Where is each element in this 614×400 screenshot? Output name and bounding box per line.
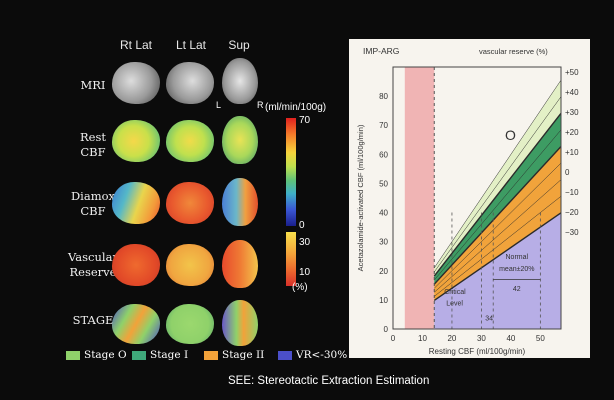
y-tick-label: 0 <box>384 325 389 334</box>
stage-left-lateral-brain <box>166 304 214 344</box>
reserve-tick-label: 0 <box>565 168 570 177</box>
colorbar-reserve <box>286 232 296 286</box>
row-label-stage: STAGE <box>72 313 114 327</box>
reserve-tick-label: +20 <box>565 128 579 137</box>
vascular-reserve-left-lateral-brain <box>166 244 214 286</box>
rest-cbf-left-lateral-brain <box>166 120 214 162</box>
diamox-cbf-left-lateral-brain <box>166 182 214 224</box>
reserve-line <box>434 196 562 297</box>
reserve-line <box>434 179 562 293</box>
reserve-tick-label: +50 <box>565 68 579 77</box>
region-o <box>434 80 561 277</box>
x-tick-label: 0 <box>391 334 396 343</box>
y-tick-label: 50 <box>379 179 388 188</box>
y-axis-label: Acetazolamide-activated CBF (ml/100g/min… <box>356 124 365 271</box>
reserve-tick-label: +40 <box>565 88 579 97</box>
row-label-diamox-cbf: Diamox CBF <box>70 189 116 218</box>
legend-stage-2: Stage II <box>204 349 264 361</box>
y-tick-label: 20 <box>379 267 388 276</box>
stage-superior-brain <box>222 300 258 346</box>
row-label-vascular-reserve: Vascular Reserve <box>68 250 118 279</box>
mri-left-lateral-brain <box>166 62 214 104</box>
mri-superior-brain <box>222 58 258 104</box>
legend-stage-0: Stage O <box>66 349 127 361</box>
row-label-rest-cbf: Rest CBF <box>80 130 106 159</box>
mark-34-label: 34 <box>485 315 493 322</box>
y-tick-label: 30 <box>379 238 388 247</box>
colorbar-reserve-unit: (%) <box>292 282 308 293</box>
orientation-right-label: R <box>257 100 264 110</box>
vascular-reserve-chart: 0 10 20 30 40 50 0 10 20 30 40 50 60 70 80 +50 +40 +30 +20… <box>349 39 590 358</box>
footer-caption: SEE: Stereotactic Extraction Estimation <box>228 375 430 387</box>
vascular-reserve-right-lateral-brain <box>112 244 160 286</box>
colorbar-reserve-top: 30 <box>299 237 311 248</box>
rest-cbf-right-lateral-brain <box>112 120 160 162</box>
normal-mean-label: mean±20% <box>499 266 534 273</box>
reserve-line <box>433 145 562 285</box>
normal-value-label: 42 <box>513 286 521 293</box>
colorbar-reserve-bottom: 10 <box>299 267 311 278</box>
colorbar-bottom-value: 0 <box>299 220 305 231</box>
legend-swatch <box>204 350 218 360</box>
y-tick-label: 10 <box>379 296 388 305</box>
reserve-line <box>434 96 562 273</box>
reserve-line <box>434 79 562 269</box>
chart-title: IMP-ARG <box>363 46 399 56</box>
column-header-lt-lat: Lt Lat <box>175 38 207 52</box>
rest-cbf-superior-brain <box>222 116 258 164</box>
diamox-cbf-superior-brain <box>222 178 258 226</box>
reserve-line <box>433 212 562 302</box>
plot-frame <box>392 66 562 330</box>
y-tick-label: 60 <box>379 150 388 159</box>
reserve-line <box>434 162 562 289</box>
x-tick-label: 40 <box>506 334 515 343</box>
y-tick-label: 80 <box>379 92 388 101</box>
colorbar-cbf <box>286 118 296 226</box>
column-header-rt-lat: Rt Lat <box>119 38 152 52</box>
legend-swatch <box>132 350 146 360</box>
critical-level-label: Critical <box>444 289 466 296</box>
colorbar-top-value: 70 <box>299 115 311 126</box>
vascular-reserve-superior-brain <box>222 240 258 288</box>
x-tick-label: 20 <box>447 334 456 343</box>
reserve-line <box>434 129 562 281</box>
right-axis-title: vascular reserve (%) <box>479 47 548 56</box>
reserve-tick-label: −20 <box>565 208 579 217</box>
mri-right-lateral-brain <box>112 62 160 104</box>
normal-mean-label: Normal <box>506 254 529 261</box>
reserve-line <box>433 112 562 277</box>
x-axis-label: Resting CBF (ml/100g/min) <box>429 347 526 356</box>
x-tick-label: 30 <box>477 334 486 343</box>
region-label: O <box>505 127 516 143</box>
y-tick-label: 70 <box>379 121 388 130</box>
orientation-left-label: L <box>216 100 222 110</box>
reserve-tick-label: −30 <box>565 228 579 237</box>
region-ii <box>434 146 561 301</box>
chart-svg: 0 10 20 30 40 50 0 10 20 30 40 50 60 70 80 +50 +40 +30 +20… <box>356 46 579 356</box>
legend-vr-below-30: VR<-30% <box>278 349 347 361</box>
x-tick-label: 10 <box>418 334 427 343</box>
colorbar-unit-label: (ml/min/100g) <box>265 102 327 113</box>
low-flow-region <box>404 67 435 329</box>
legend-stage-1: Stage I <box>132 349 188 361</box>
stage-right-lateral-brain <box>112 304 160 344</box>
region-iii <box>434 212 561 329</box>
legend-swatch <box>278 350 292 360</box>
diamox-cbf-right-lateral-brain <box>112 182 160 224</box>
row-label-mri: MRI <box>80 78 106 92</box>
region-i <box>434 113 561 285</box>
column-header-sup: Sup <box>228 38 250 52</box>
reserve-tick-label: −10 <box>565 188 579 197</box>
reserve-tick-label: +10 <box>565 148 579 157</box>
reserve-tick-label: +30 <box>565 108 579 117</box>
y-tick-label: 40 <box>379 209 388 218</box>
critical-level-label: Level <box>446 301 463 308</box>
legend-swatch <box>66 350 80 360</box>
x-tick-label: 50 <box>536 334 545 343</box>
